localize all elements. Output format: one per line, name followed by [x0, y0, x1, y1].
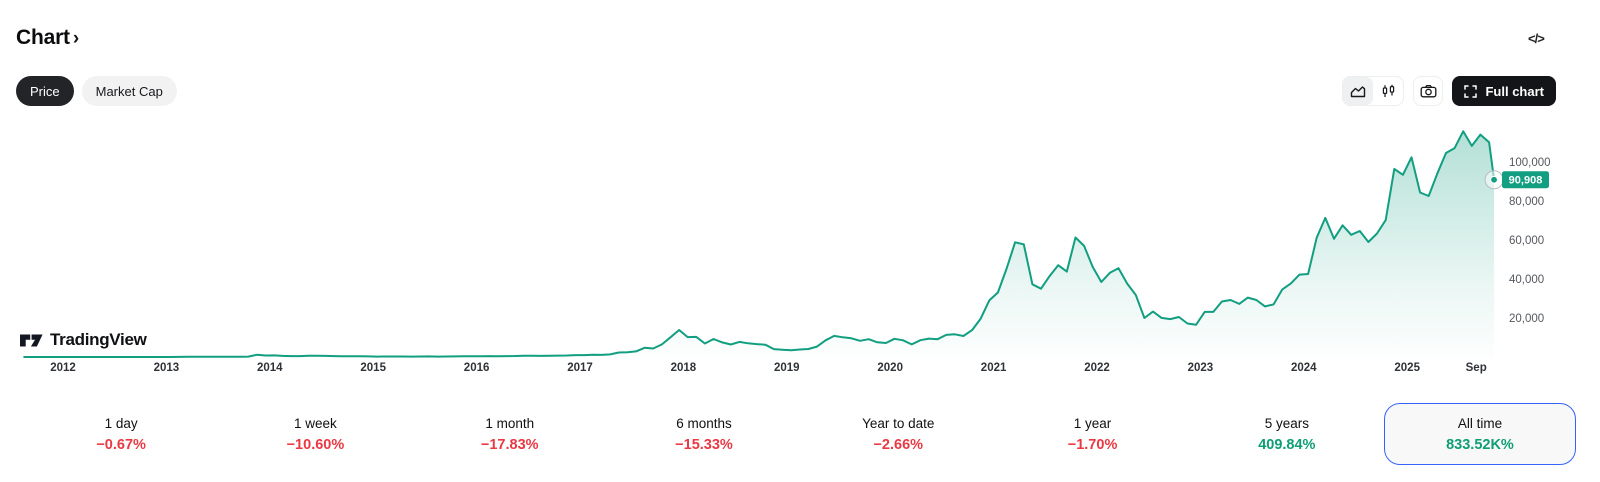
x-tick-label: 2016 [464, 362, 490, 374]
camera-icon [1420, 84, 1437, 98]
x-tick-label: 2017 [567, 362, 593, 374]
last-price-badge: 90,908 [1502, 171, 1549, 189]
metric-toggle: Price Market Cap [16, 76, 177, 106]
stat-item-1-month[interactable]: 1 month −17.83% [413, 407, 607, 462]
stat-label: All time [1457, 415, 1503, 431]
y-tick-label: 20,000 [1509, 313, 1544, 325]
candlestick-icon [1382, 84, 1395, 97]
y-tick-label: 60,000 [1509, 235, 1544, 247]
y-axis-labels: 20,000 40,000 60,000 80,000 100,000 [1509, 157, 1551, 325]
full-chart-button[interactable]: Full chart [1452, 76, 1556, 106]
stat-item-year-to-date[interactable]: Year to date −2.66% [801, 407, 995, 462]
stat-item-1-week[interactable]: 1 week −10.60% [218, 407, 412, 462]
stat-item-5-years[interactable]: 5 years 409.84% [1190, 407, 1384, 462]
x-tick-label: 2022 [1084, 362, 1110, 374]
market-cap-tab[interactable]: Market Cap [81, 76, 177, 106]
stat-value: −2.66% [873, 436, 924, 453]
stat-label: 1 month [485, 415, 535, 431]
tradingview-logo-icon [20, 334, 43, 346]
stat-label: 1 day [104, 415, 138, 431]
last-price-marker [1484, 170, 1504, 190]
stat-value: −15.33% [675, 436, 733, 453]
last-price-label: 90,908 [1509, 175, 1543, 187]
x-tick-label: 2012 [50, 362, 76, 374]
stat-value: −0.67% [96, 436, 146, 453]
x-tick-label: 2018 [671, 362, 697, 374]
stat-item-all-time[interactable]: All time 833.52K% [1383, 403, 1576, 465]
x-tick-label: 2014 [257, 362, 283, 374]
stat-label: 1 year [1073, 415, 1112, 431]
stat-value: 409.84% [1258, 436, 1316, 453]
y-tick-label: 40,000 [1509, 274, 1544, 286]
embed-code-icon[interactable]: </> [1528, 31, 1545, 46]
tradingview-label: TradingView [50, 330, 147, 349]
full-chart-label: Full chart [1485, 83, 1544, 99]
price-line [23, 130, 1496, 358]
candlestick-chart-type-button[interactable] [1373, 77, 1403, 105]
stat-value: −10.60% [286, 436, 345, 453]
stat-label: 5 years [1264, 415, 1309, 431]
x-tick-label: 2023 [1188, 362, 1214, 374]
x-tick-label: 2021 [981, 362, 1007, 374]
period-stats-row: 1 day −0.67% 1 week −10.60% 1 month −17.… [24, 398, 1576, 470]
x-tick-label: 2015 [360, 362, 386, 374]
stat-item-1-year[interactable]: 1 year −1.70% [995, 407, 1189, 462]
area-chart-type-button[interactable] [1343, 77, 1374, 105]
area-fill [24, 131, 1495, 357]
stat-value: 833.52K% [1446, 436, 1514, 453]
page-title: Chart [16, 26, 70, 49]
y-tick-label: 80,000 [1509, 196, 1544, 208]
stat-label: 1 week [294, 415, 337, 431]
fullscreen-icon [1464, 84, 1478, 98]
tradingview-attribution[interactable]: TradingView [20, 330, 147, 350]
area-chart-icon [1351, 85, 1366, 97]
stat-item-1-day[interactable]: 1 day −0.67% [24, 407, 218, 462]
stat-label: 6 months [676, 415, 732, 431]
x-tick-label: 2020 [877, 362, 903, 374]
stat-value: −17.83% [480, 436, 539, 453]
stat-item-6-months[interactable]: 6 months −15.33% [607, 407, 801, 462]
x-tick-label: 2013 [154, 362, 180, 374]
snapshot-button[interactable] [1413, 76, 1444, 106]
chevron-right-icon: › [72, 27, 80, 49]
x-tick-label: 2019 [774, 362, 800, 374]
x-tick-label: 2024 [1291, 362, 1317, 374]
chart-controls: Full chart [1342, 76, 1556, 106]
x-axis-labels: 2012 2013 2014 2015 2016 2017 2018 2019 2020 2021… [50, 362, 1487, 374]
y-tick-label: 100,000 [1509, 157, 1551, 169]
chart-type-switch [1342, 76, 1405, 106]
x-tick-label: Sep [1466, 362, 1487, 374]
x-tick-label: 2025 [1394, 362, 1420, 374]
stat-value: −1.70% [1067, 436, 1118, 453]
chart-section-title[interactable]: Chart › [16, 26, 79, 50]
stat-label: Year to date [862, 415, 935, 431]
price-tab[interactable]: Price [16, 76, 74, 106]
